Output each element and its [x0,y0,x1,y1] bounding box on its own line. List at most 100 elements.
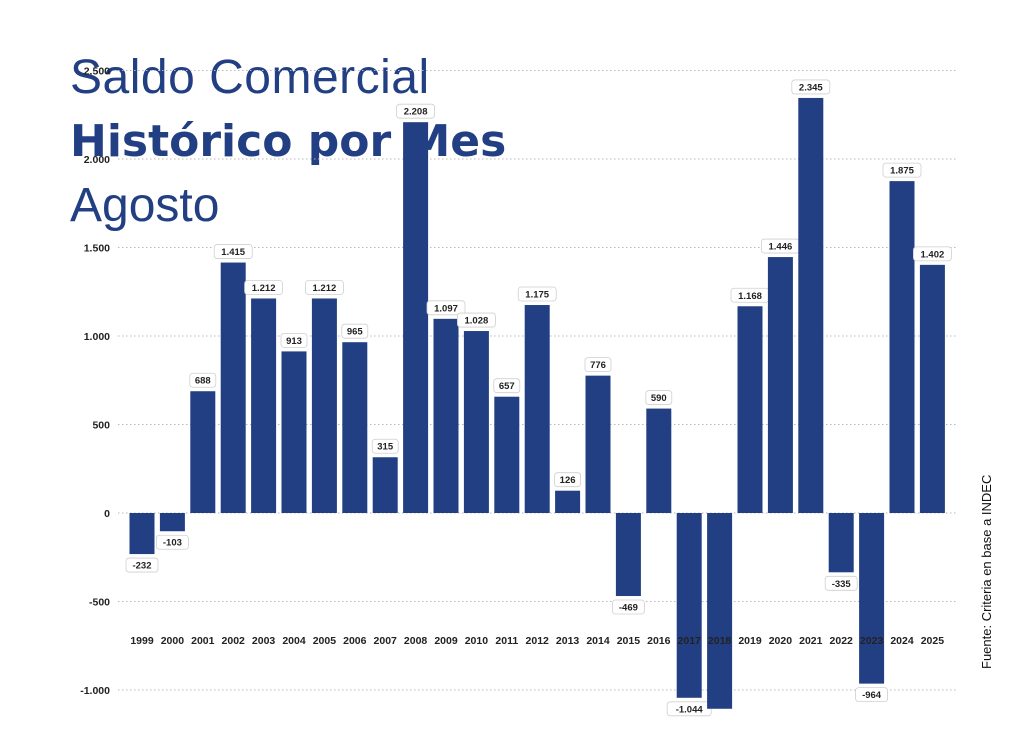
x-tick-label: 2001 [191,635,215,647]
svg-text:688: 688 [195,376,211,387]
y-tick-label: 2.000 [84,154,110,166]
bar [889,181,915,513]
data-label: 1.415 [213,244,253,259]
svg-text:965: 965 [347,327,364,338]
bar [737,306,763,513]
y-tick-label: 0 [104,508,110,520]
bar [129,513,155,555]
x-tick-label: 2019 [738,635,762,647]
data-label: 126 [554,472,581,488]
svg-text:1.875: 1.875 [890,166,914,177]
data-label: -469 [612,599,645,615]
x-tick-label: 2010 [465,635,489,647]
bar [463,331,489,513]
x-tick-label: 1999 [130,635,154,647]
svg-text:2.345: 2.345 [799,82,823,93]
data-label: 776 [584,357,612,373]
data-label: 657 [493,378,521,394]
bar [676,513,702,698]
y-tick-label: 500 [92,420,110,432]
x-tick-label: 2023 [860,635,884,647]
bar [767,257,793,513]
chart-title: Saldo Comercial Histórico por Mes Agosto [70,46,506,238]
bar [220,262,246,513]
y-tick-label: 1.500 [84,243,110,255]
svg-text:1.097: 1.097 [434,303,458,314]
bar [372,457,398,513]
data-label: 2.345 [791,79,831,95]
bar [159,513,185,532]
svg-text:1.175: 1.175 [525,290,549,301]
bar [494,396,520,513]
data-label: 1.875 [882,162,922,178]
data-label: 1.168 [730,287,770,303]
data-label: 590 [645,390,673,405]
x-tick-label: 2014 [586,635,610,647]
data-label: 913 [280,332,308,348]
bar [342,342,368,513]
x-tick-label: 2000 [161,635,185,647]
y-tick-label: 1.000 [84,331,110,343]
bar [311,298,337,513]
x-tick-label: 2004 [282,635,306,647]
svg-text:1.446: 1.446 [769,242,793,253]
x-tick-label: 2008 [404,635,428,647]
x-tick-label: 2011 [495,635,518,647]
svg-text:126: 126 [560,475,576,486]
svg-text:-469: -469 [619,603,638,614]
x-tick-label: 2005 [313,635,337,647]
x-tick-label: 2003 [252,635,276,647]
x-tick-label: 2022 [830,635,854,647]
svg-text:1.212: 1.212 [252,283,276,294]
bar [798,97,824,513]
data-label: 1.212 [244,280,284,295]
y-tick-label: -1.000 [80,685,110,697]
x-tick-label: 2017 [678,635,702,647]
svg-text:776: 776 [590,360,606,371]
bar [281,351,307,513]
y-tick-label: 2.500 [84,66,110,78]
x-tick-label: 2025 [921,635,945,647]
data-label: 1.212 [304,280,344,295]
title-line-3: Agosto [70,179,220,232]
bar [859,513,885,684]
bar [555,490,581,513]
data-label: 315 [371,438,399,454]
source-note: Fuente: Criteria en base a INDEC [979,474,994,669]
svg-text:590: 590 [651,393,667,404]
bar [615,513,641,597]
bar [251,298,277,513]
data-label: -964 [855,687,888,703]
title-line-1: Saldo Comercial [70,51,430,104]
svg-text:1.415: 1.415 [221,247,245,258]
x-tick-label: 2006 [343,635,367,647]
x-tick-label: 2007 [374,635,398,647]
bar [828,513,854,573]
y-tick-label: -500 [89,597,110,609]
x-tick-label: 2021 [799,635,823,647]
svg-text:2.208: 2.208 [404,107,428,118]
data-label: -1.044 [666,701,712,717]
x-tick-label: 2020 [769,635,793,647]
svg-text:657: 657 [499,381,515,392]
data-label: 1.446 [761,238,800,254]
bar [919,264,945,513]
svg-text:-1.044: -1.044 [676,704,704,715]
svg-text:-964: -964 [862,690,882,701]
data-label: 2.208 [396,103,436,119]
svg-text:913: 913 [286,336,302,347]
x-tick-label: 2016 [647,635,671,647]
data-label: 1.028 [456,312,496,328]
data-label: 965 [341,323,369,339]
x-tick-label: 2009 [434,635,458,647]
svg-text:1.402: 1.402 [921,249,945,260]
data-label: 1.402 [913,246,952,262]
x-tick-label: 2012 [526,635,550,647]
x-tick-label: 2024 [890,635,914,647]
bar [707,513,733,709]
svg-text:-335: -335 [832,579,852,590]
svg-text:1.212: 1.212 [313,283,337,294]
data-label: 1.175 [517,286,557,302]
data-label: -232 [125,557,159,573]
